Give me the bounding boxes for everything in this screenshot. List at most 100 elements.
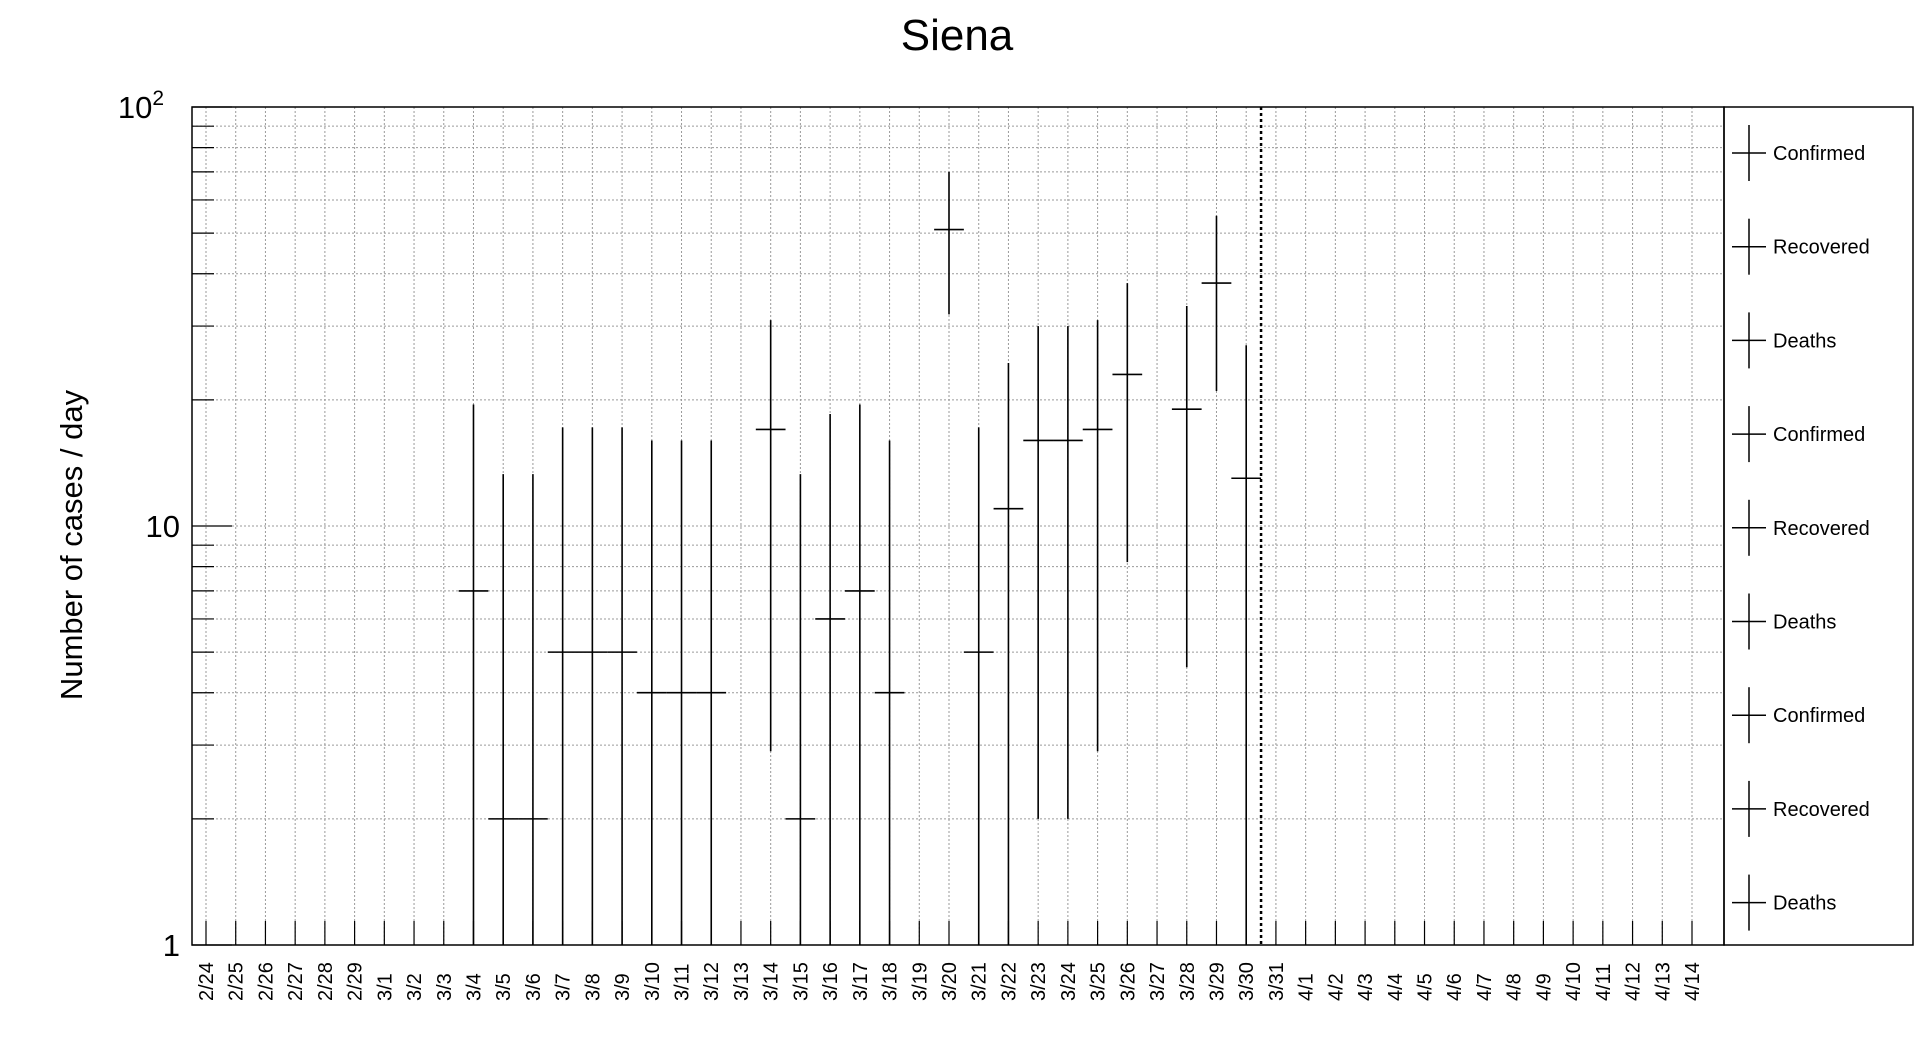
data-point: [993, 362, 1024, 945]
x-tick-label: 4/6: [1444, 973, 1466, 1001]
x-tick-label: 3/6: [523, 973, 545, 1001]
x-tick-label: 4/8: [1504, 973, 1526, 1001]
legend-label: Deaths: [1773, 612, 1836, 634]
x-tick-label: 3/1: [374, 973, 396, 1001]
y-tick-label: 1: [163, 928, 180, 963]
data-points: [458, 107, 1263, 945]
data-point: [607, 427, 637, 945]
data-point: [1112, 283, 1143, 563]
x-tick-label: 4/13: [1652, 962, 1674, 1001]
data-point: [844, 404, 875, 945]
grid: [192, 107, 1724, 945]
x-tick-label: 3/12: [701, 962, 723, 1001]
x-tick-label: 4/12: [1623, 962, 1645, 1001]
x-tick-label: 3/10: [642, 962, 664, 1001]
x-tick-label: 4/2: [1325, 973, 1347, 1001]
legend-entry: Recovered: [1732, 218, 1870, 275]
x-tick-label: 3/5: [493, 973, 515, 1001]
y-axis: 1 10 102: [118, 87, 232, 963]
x-tick-label: 3/19: [909, 962, 931, 1001]
x-tick-label: 3/30: [1236, 962, 1258, 1001]
data-point: [1201, 215, 1232, 391]
data-point: [547, 427, 578, 945]
x-tick-label: 3/3: [434, 973, 456, 1001]
y-tick-label: 102: [118, 87, 164, 125]
x-tick-label: 3/7: [553, 973, 575, 1001]
legend-entry: Recovered: [1732, 780, 1870, 837]
x-axis: 2/24 2/25 2/26 2/27 2/28 2/29 3/1 3/2 3/3 3/4 3/5 3…: [196, 921, 1704, 1001]
data-point: [577, 427, 608, 945]
x-tick-label: 4/3: [1355, 973, 1377, 1001]
x-tick-label: 3/11: [672, 964, 694, 1001]
data-point: [963, 427, 994, 945]
chart-title: Siena: [901, 11, 1014, 60]
x-tick-label: 4/7: [1474, 973, 1496, 1001]
data-point: [696, 440, 727, 945]
x-tick-label: 3/16: [820, 962, 842, 1001]
legend-entry: Confirmed: [1732, 687, 1865, 744]
x-tick-label: 3/28: [1177, 962, 1199, 1001]
legend-label: Recovered: [1773, 237, 1870, 259]
x-tick-label: 3/9: [612, 973, 634, 1001]
legend-entry: Deaths: [1732, 874, 1836, 931]
x-tick-label: 4/5: [1415, 973, 1437, 1001]
x-tick-label: 3/29: [1206, 962, 1228, 1001]
data-point: [785, 474, 816, 945]
data-point: [1231, 345, 1262, 945]
x-tick-label: 3/18: [880, 962, 902, 1001]
data-point: [934, 171, 964, 315]
x-tick-label: 4/10: [1563, 962, 1585, 1001]
data-point: [666, 440, 697, 945]
x-tick-label: 3/4: [463, 973, 485, 1001]
x-tick-label: 2/27: [285, 962, 307, 1001]
data-point: [1171, 306, 1202, 668]
x-tick-label: 4/1: [1296, 973, 1318, 1001]
x-tick-label: 3/25: [1088, 962, 1110, 1001]
y-axis-label: Number of cases / day: [54, 389, 89, 700]
x-tick-label: 4/9: [1533, 973, 1555, 1001]
x-tick-label: 2/29: [345, 962, 367, 1001]
x-tick-label: 4/4: [1385, 973, 1407, 1001]
legend-label: Confirmed: [1773, 705, 1865, 727]
x-tick-label: 2/25: [226, 962, 248, 1001]
y-tick-label: 10: [146, 509, 180, 544]
legend-label: Recovered: [1773, 799, 1870, 821]
x-tick-label: 3/21: [969, 962, 991, 1001]
x-tick-label: 2/24: [196, 962, 218, 1001]
x-tick-label: 4/14: [1682, 962, 1704, 1001]
data-point: [1082, 320, 1113, 752]
x-tick-label: 3/20: [939, 962, 961, 1001]
x-tick-label: 3/14: [761, 962, 783, 1001]
x-tick-label: 3/13: [731, 962, 753, 1001]
data-point: [815, 414, 845, 945]
x-tick-label: 3/8: [582, 973, 604, 1001]
data-point: [518, 474, 548, 945]
legend-entry: Deaths: [1732, 593, 1836, 650]
data-point: [755, 320, 786, 752]
legend-label: Recovered: [1773, 518, 1870, 540]
x-tick-label: 3/17: [850, 962, 872, 1001]
x-tick-label: 3/2: [404, 973, 426, 1001]
data-point: [488, 474, 519, 945]
data-point: [636, 440, 667, 945]
legend-entry: Confirmed: [1732, 125, 1865, 181]
legend-label: Confirmed: [1773, 424, 1865, 446]
legend-entry: Deaths: [1732, 312, 1836, 369]
x-tick-label: 2/28: [315, 962, 337, 1001]
legend-entry: Recovered: [1732, 499, 1870, 556]
x-tick-label: 4/11: [1593, 964, 1615, 1001]
legend-label: Deaths: [1773, 893, 1836, 915]
data-point: [1053, 326, 1083, 819]
data-point: [1023, 326, 1054, 819]
legend-label: Confirmed: [1773, 143, 1865, 165]
legend-label: Deaths: [1773, 330, 1836, 352]
legend: Confirmed Recovered Deaths Confirmed Recover…: [1723, 106, 1914, 946]
x-tick-label: 3/31: [1266, 962, 1288, 1001]
x-tick-label: 3/26: [1117, 962, 1139, 1001]
x-tick-label: 3/24: [1058, 962, 1080, 1001]
x-tick-label: 3/27: [1147, 962, 1169, 1001]
x-tick-label: 3/15: [790, 962, 812, 1001]
x-tick-label: 3/23: [1028, 962, 1050, 1001]
legend-frame: [1723, 106, 1914, 946]
